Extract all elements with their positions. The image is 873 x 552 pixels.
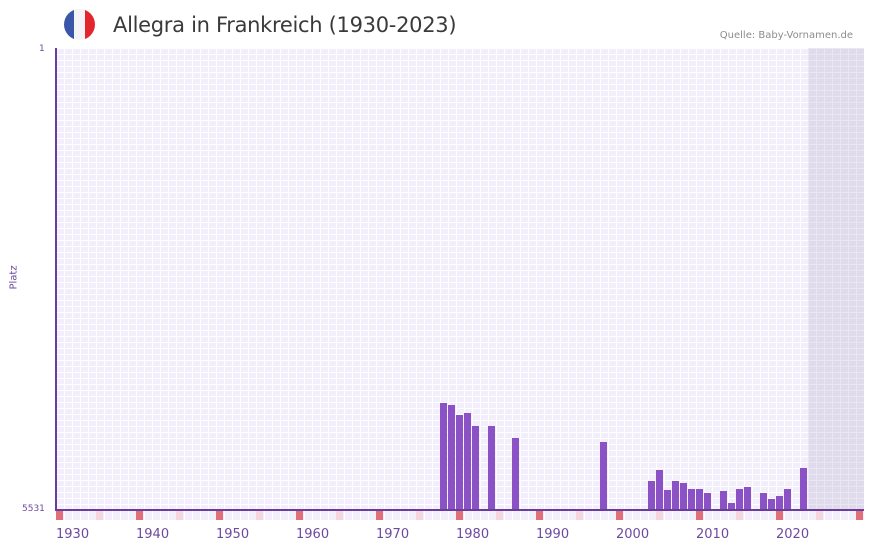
half-decade-marker	[416, 511, 423, 520]
decade-marker	[856, 511, 863, 520]
half-decade-marker	[656, 511, 663, 520]
plot-area	[56, 48, 864, 510]
x-tick-2010: 2010	[696, 527, 730, 542]
half-decade-marker	[576, 511, 583, 520]
bar-2012[interactable]	[728, 503, 735, 509]
decade-marker	[536, 511, 543, 520]
flag-white-stripe	[74, 9, 85, 40]
bar-1996[interactable]	[600, 442, 607, 509]
y-tick-top: 1	[39, 44, 45, 54]
x-axis-line	[56, 509, 864, 511]
decade-marker	[456, 511, 463, 520]
bar-2017[interactable]	[768, 499, 775, 509]
bar-2013[interactable]	[736, 489, 743, 509]
chart-title: Allegra in Frankreich (1930-2023)	[113, 13, 457, 37]
bar-1978[interactable]	[456, 415, 463, 509]
grid	[56, 48, 864, 510]
decade-marker	[56, 511, 63, 520]
bar-2006[interactable]	[680, 483, 687, 509]
bar-2003[interactable]	[656, 470, 663, 509]
bar-2011[interactable]	[720, 491, 727, 509]
year-marker-row	[56, 511, 864, 520]
bar-2019[interactable]	[784, 489, 791, 509]
x-tick-1970: 1970	[376, 527, 410, 542]
x-tick-1940: 1940	[136, 527, 170, 542]
x-tick-1930: 1930	[56, 527, 90, 542]
decade-marker	[616, 511, 623, 520]
half-decade-marker	[736, 511, 743, 520]
bar-2007[interactable]	[688, 489, 695, 509]
x-tick-2020: 2020	[776, 527, 810, 542]
y-tick-bottom: 5531	[22, 504, 45, 514]
decade-marker	[696, 511, 703, 520]
decade-marker	[296, 511, 303, 520]
bar-1977[interactable]	[448, 405, 455, 509]
source-credit: Quelle: Baby-Vornamen.de	[719, 30, 853, 41]
france-flag-icon	[64, 9, 95, 40]
flag-blue-stripe	[64, 9, 75, 40]
bar-1980[interactable]	[472, 426, 479, 509]
bar-2009[interactable]	[704, 493, 711, 509]
bar-1976[interactable]	[440, 403, 447, 509]
y-axis-line	[55, 48, 57, 511]
decade-marker	[376, 511, 383, 520]
decade-marker	[216, 511, 223, 520]
half-decade-marker	[176, 511, 183, 520]
half-decade-marker	[96, 511, 103, 520]
bar-2014[interactable]	[744, 487, 751, 509]
x-tick-1990: 1990	[536, 527, 570, 542]
bar-2016[interactable]	[760, 493, 767, 509]
bar-2018[interactable]	[776, 496, 783, 509]
bar-2004[interactable]	[664, 490, 671, 509]
x-tick-1960: 1960	[296, 527, 330, 542]
half-decade-marker	[816, 511, 823, 520]
x-tick-2000: 2000	[616, 527, 650, 542]
bar-2021[interactable]	[800, 468, 807, 509]
future-shade	[808, 48, 864, 510]
half-decade-marker	[496, 511, 503, 520]
bar-2008[interactable]	[696, 489, 703, 509]
bar-2002[interactable]	[648, 481, 655, 509]
decade-marker	[136, 511, 143, 520]
half-decade-marker	[256, 511, 263, 520]
flag-red-stripe	[84, 9, 95, 40]
decade-marker	[776, 511, 783, 520]
y-axis-title: Platz	[8, 265, 20, 290]
half-decade-marker	[336, 511, 343, 520]
bar-1979[interactable]	[464, 413, 471, 509]
bar-1982[interactable]	[488, 426, 495, 509]
x-tick-1950: 1950	[216, 527, 250, 542]
bar-1985[interactable]	[512, 438, 519, 509]
x-tick-1980: 1980	[456, 527, 490, 542]
bar-2005[interactable]	[672, 481, 679, 509]
